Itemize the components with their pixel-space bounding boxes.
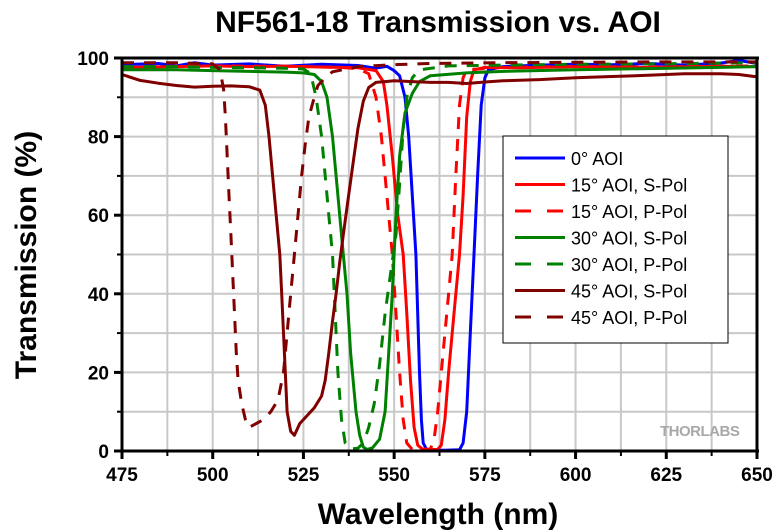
x-tick-label: 600: [560, 465, 592, 486]
x-axis-label: Wavelength (nm): [318, 498, 559, 531]
y-tick-label: 0: [98, 442, 109, 463]
legend-label-0: 0° AOI: [571, 149, 623, 169]
legend-label-3: 30° AOI, S-Pol: [571, 229, 687, 249]
y-tick-label: 100: [77, 49, 109, 70]
chart-title: NF561-18 Transmission vs. AOI: [215, 6, 661, 39]
y-tick-label: 80: [88, 128, 109, 149]
ticks: 475 500 525 550 575 600 625 650 0 20 40 60 80 100: [77, 49, 773, 486]
y-axis-label: Transmission (%): [10, 131, 43, 379]
series-line-5: [121, 72, 758, 437]
legend-label-2: 15° AOI, P-Pol: [571, 202, 687, 222]
series-line-2: [121, 64, 758, 451]
series-line-6: [122, 60, 757, 429]
y-tick-label: 60: [88, 206, 109, 227]
x-tick-label: 525: [288, 465, 320, 486]
legend-label-5: 45° AOI, S-Pol: [571, 282, 687, 302]
x-tick-label: 550: [378, 465, 410, 486]
series-line-3: [122, 65, 758, 451]
x-tick-label: 475: [106, 465, 138, 486]
legend: 0° AOI 15° AOI, S-Pol 15° AOI, P-Pol 30° AO…: [502, 135, 729, 344]
x-tick-label: 500: [197, 465, 229, 486]
thorlabs-watermark: THORLABS: [660, 423, 740, 440]
curves: [121, 58, 758, 452]
y-tick-label: 40: [88, 285, 109, 306]
legend-label-1: 15° AOI, S-Pol: [571, 176, 687, 196]
x-tick-label: 625: [650, 465, 682, 486]
legend-label-6: 45° AOI, P-Pol: [571, 308, 687, 328]
x-tick-label: 575: [469, 465, 501, 486]
legend-label-4: 30° AOI, P-Pol: [571, 255, 687, 275]
legend-box: [502, 135, 729, 344]
y-tick-label: 20: [88, 363, 109, 384]
x-tick-label: 650: [741, 465, 773, 486]
series-line-4: [122, 61, 758, 451]
